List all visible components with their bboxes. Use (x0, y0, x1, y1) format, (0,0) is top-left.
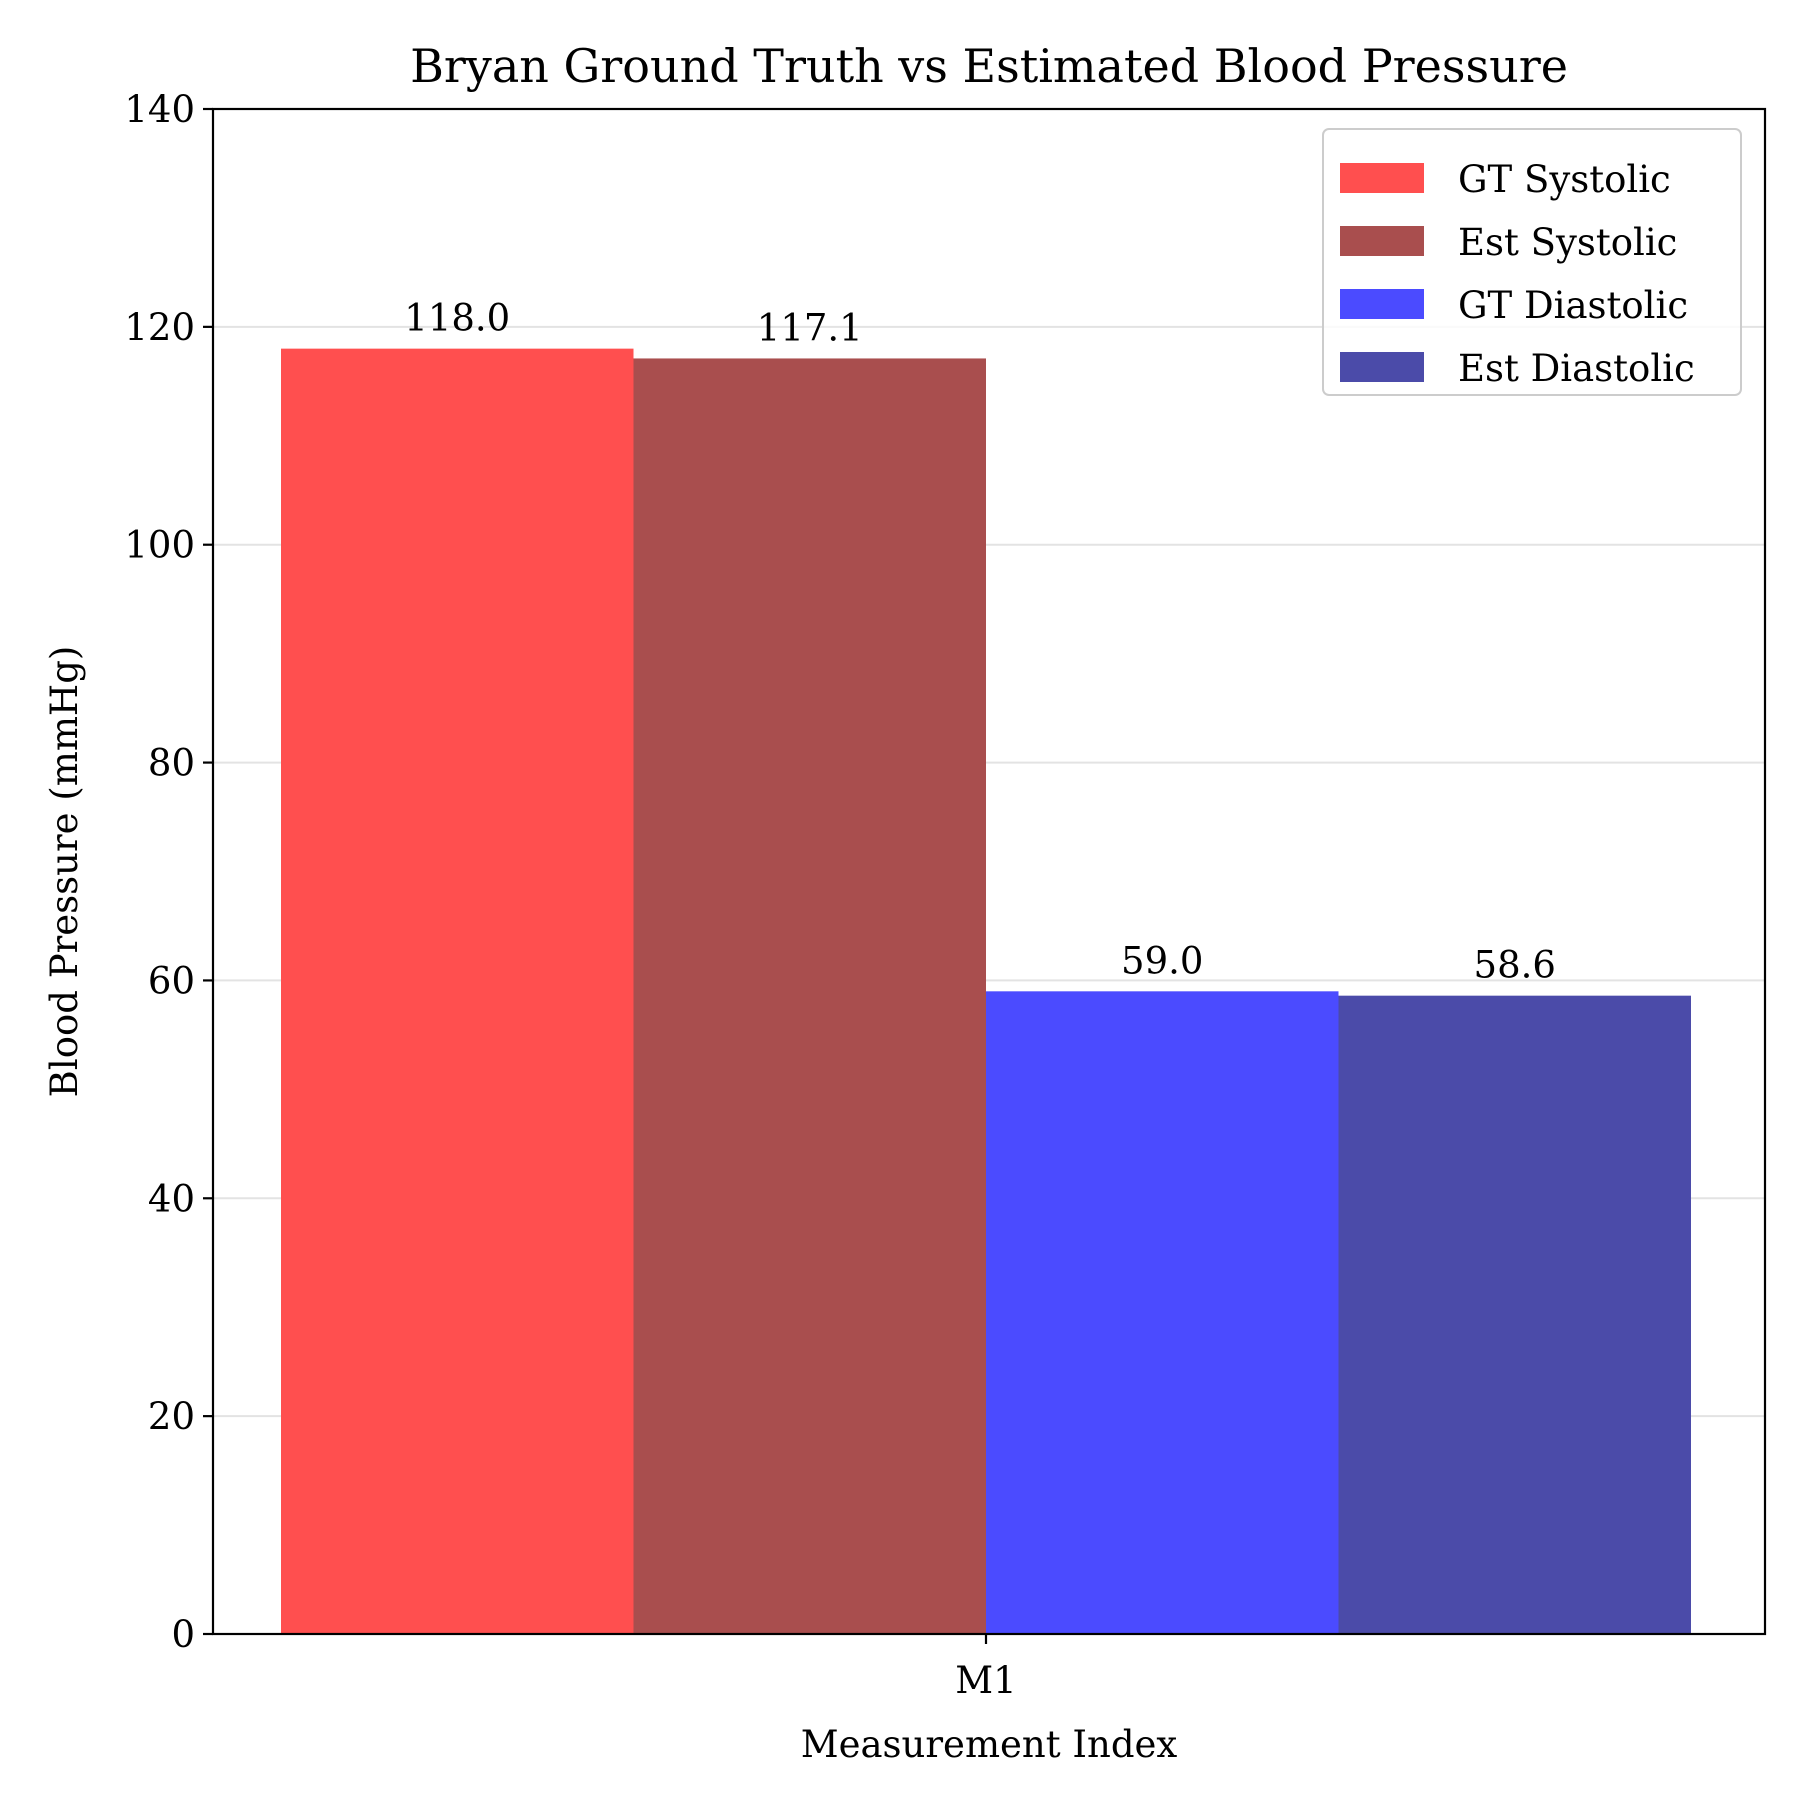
bar-value-label: 118.0 (404, 297, 510, 340)
legend-swatch (1340, 289, 1424, 319)
y-tick-label: 140 (124, 88, 195, 131)
bar-value-label: 59.0 (1121, 939, 1203, 982)
legend-label: GT Diastolic (1458, 284, 1688, 327)
y-tick-label: 80 (148, 742, 195, 785)
legend-swatch (1340, 352, 1424, 382)
bar-est-diastolic (1338, 995, 1691, 1634)
y-tick-label: 0 (171, 1613, 195, 1656)
y-axis-ticks: 0 20 40 60 80 100 120 140 (124, 88, 213, 1656)
x-axis-label: Measurement Index (801, 1723, 1178, 1766)
y-tick-label: 20 (148, 1395, 195, 1438)
y-tick-label: 40 (148, 1177, 195, 1220)
bars (281, 348, 1691, 1635)
plot-frame (211, 107, 1767, 1636)
legend: GT Systolic Est Systolic GT Diastolic Est D… (1322, 128, 1742, 396)
y-tick-label: 100 (124, 524, 195, 567)
y-tick-label: 60 (148, 959, 195, 1002)
bar-gt-systolic (281, 348, 634, 1635)
legend-swatch (1340, 226, 1424, 256)
legend-swatch (1340, 163, 1424, 193)
x-tick-label: M1 (955, 1659, 1016, 1702)
bar-value-label: 58.6 (1474, 944, 1556, 987)
legend-label: GT Systolic (1458, 158, 1671, 201)
bar-gt-diastolic (986, 991, 1339, 1634)
bar-value-labels: 118.0 117.1 59.0 58.6 (404, 297, 1556, 987)
bar-est-systolic (633, 358, 986, 1635)
bar-value-label: 117.1 (757, 306, 863, 349)
chart-title: Bryan Ground Truth vs Estimated Blood Pr… (410, 39, 1568, 93)
y-axis-label: Blood Pressure (mmHg) (43, 646, 86, 1098)
legend-label: Est Diastolic (1458, 347, 1695, 390)
legend-box (1322, 128, 1742, 396)
x-axis-ticks: M1 (955, 1634, 1017, 1702)
legend-label: Est Systolic (1458, 221, 1677, 264)
y-tick-label: 120 (124, 306, 195, 349)
